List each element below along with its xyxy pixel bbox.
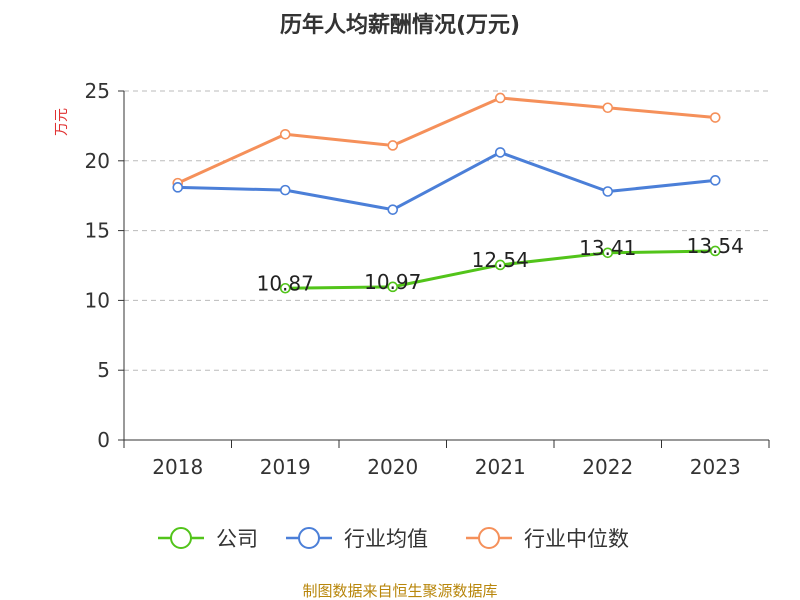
x-tick-label: 2018	[152, 455, 203, 479]
y-tick-label: 0	[97, 428, 110, 452]
data-label: 13.54	[687, 234, 744, 258]
data-label: 10.97	[364, 270, 421, 294]
x-tick-label: 2021	[475, 455, 526, 479]
source-note: 制图数据来自恒生聚源数据库	[302, 582, 497, 600]
series-lines	[172, 92, 721, 294]
data-point	[709, 112, 721, 123]
y-axis-unit: 万元	[54, 108, 70, 136]
y-tick-label: 15	[85, 219, 110, 243]
x-tick-label: 2022	[582, 455, 633, 479]
grid-lines	[124, 90, 769, 371]
x-tick-label: 2020	[367, 455, 418, 479]
legend-item[interactable]: 行业均值	[286, 527, 428, 551]
legend-label: 公司	[216, 527, 258, 551]
data-point	[494, 92, 506, 104]
legend[interactable]: 公司 行业均值 行业中位数	[158, 527, 629, 551]
data-point	[602, 186, 614, 197]
data-point	[279, 282, 291, 294]
chart-title: 历年人均薪酬情况(万元)	[280, 12, 520, 38]
data-point	[602, 247, 614, 259]
data-point	[172, 182, 184, 193]
data-point	[387, 281, 399, 293]
data-label: 13.41	[579, 236, 636, 260]
data-point	[602, 102, 614, 114]
data-point	[279, 184, 291, 196]
legend-marker-icon	[298, 527, 320, 549]
legend-item[interactable]: 公司	[158, 527, 258, 551]
data-point	[387, 140, 399, 151]
series-line	[177, 96, 716, 185]
data-point	[279, 128, 291, 140]
legend-label: 行业中位数	[524, 527, 629, 551]
data-label: 12.54	[472, 248, 529, 272]
data-point	[709, 175, 721, 186]
data-point	[494, 147, 506, 158]
x-tick-label: 2019	[260, 455, 311, 479]
data-labels: 10.87 10.97 12.54 13.41 13.54	[257, 234, 744, 295]
y-tick-label: 20	[85, 149, 110, 173]
x-tick-label: 2023	[690, 455, 741, 479]
data-label: 10.87	[257, 271, 314, 295]
y-tick-label: 25	[85, 79, 110, 103]
data-point	[494, 259, 506, 271]
y-tick-label: 5	[97, 358, 110, 382]
data-point	[709, 245, 721, 257]
data-point	[387, 204, 399, 215]
axes: 0 5 10 15 20 25 2018 2019 2020 2021 2022 2023	[85, 79, 770, 479]
legend-item[interactable]: 行业中位数	[466, 527, 629, 551]
series-line	[177, 150, 716, 212]
legend-label: 行业均值	[344, 527, 428, 551]
legend-marker-icon	[478, 527, 500, 549]
y-tick-label: 10	[85, 288, 110, 312]
legend-marker-icon	[170, 527, 192, 549]
